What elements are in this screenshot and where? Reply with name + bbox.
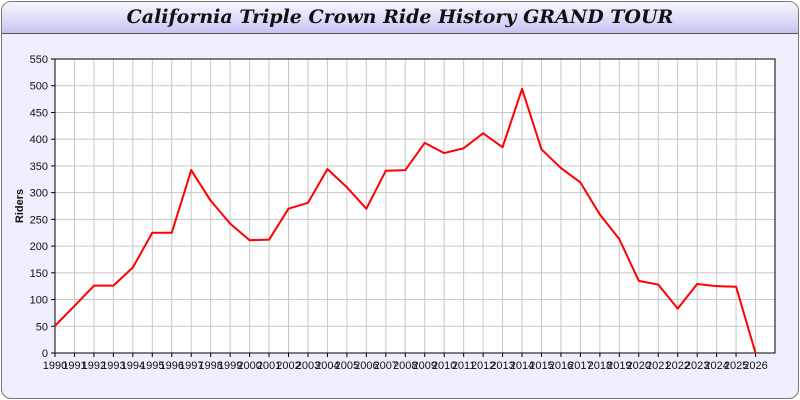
data-point xyxy=(501,146,504,149)
data-point xyxy=(112,284,115,287)
data-point xyxy=(540,148,543,151)
x-tick-label: 2003 xyxy=(296,360,320,372)
data-point xyxy=(559,167,562,170)
data-point xyxy=(423,141,426,144)
series xyxy=(54,87,757,354)
data-point xyxy=(735,285,738,288)
data-point xyxy=(268,238,271,241)
x-tick-label: 2002 xyxy=(276,360,300,372)
data-point xyxy=(345,186,348,189)
data-point xyxy=(170,231,173,234)
x-tick-label: 2023 xyxy=(685,360,709,372)
x-tick-label: 2016 xyxy=(549,360,573,372)
x-tick-label: 2004 xyxy=(315,360,339,372)
data-point xyxy=(598,213,601,216)
y-tick-label: 150 xyxy=(30,268,48,280)
x-tick-label: 1996 xyxy=(160,360,184,372)
x-tick-label: 2015 xyxy=(529,360,553,372)
data-point xyxy=(618,238,621,241)
data-point xyxy=(190,169,193,172)
data-point xyxy=(443,152,446,155)
data-point xyxy=(521,87,524,90)
x-tick-label: 1990 xyxy=(43,360,67,372)
y-tick-label: 100 xyxy=(30,295,48,307)
data-point xyxy=(287,207,290,210)
data-point xyxy=(404,169,407,172)
title-bar: California Triple Crown Ride History GRA… xyxy=(2,2,798,34)
x-tick-label: 1998 xyxy=(198,360,222,372)
x-tick-label: 1991 xyxy=(62,360,86,372)
x-tick-label: 1997 xyxy=(179,360,203,372)
data-point xyxy=(229,222,232,225)
y-axis-label: Riders xyxy=(14,189,26,223)
x-tick-label: 2000 xyxy=(237,360,261,372)
data-point xyxy=(248,239,251,242)
x-tick-label: 2022 xyxy=(665,360,689,372)
x-tick-label: 1994 xyxy=(121,360,145,372)
data-point xyxy=(384,169,387,172)
x-tick-label: 2010 xyxy=(432,360,456,372)
x-tick-label: 2026 xyxy=(743,360,767,372)
data-point xyxy=(715,285,718,288)
x-tick-label: 2011 xyxy=(452,360,476,372)
data-point xyxy=(365,207,368,210)
y-tick-label: 350 xyxy=(30,161,48,173)
x-tick-label: 2021 xyxy=(646,360,670,372)
x-tick-label: 2012 xyxy=(471,360,495,372)
data-point xyxy=(92,284,95,287)
data-point xyxy=(637,279,640,282)
y-tick-label: 300 xyxy=(30,188,48,200)
data-point xyxy=(73,304,76,307)
y-tick-label: 0 xyxy=(42,348,48,360)
data-point xyxy=(579,181,582,184)
data-point xyxy=(676,307,679,310)
plot-area xyxy=(55,59,775,353)
data-point xyxy=(326,168,329,171)
tick-labels: 1990199119921993199419951996199719981999… xyxy=(30,54,768,372)
y-tick-label: 200 xyxy=(30,241,48,253)
x-tick-label: 2020 xyxy=(627,360,651,372)
data-point xyxy=(696,283,699,286)
chart-title: California Triple Crown Ride History GRA… xyxy=(126,6,674,28)
x-tick-label: 2008 xyxy=(393,360,417,372)
y-tick-label: 50 xyxy=(36,321,48,333)
x-tick-label: 1992 xyxy=(82,360,106,372)
data-point xyxy=(151,231,154,234)
data-point xyxy=(754,352,757,354)
x-tick-label: 2007 xyxy=(374,360,398,372)
data-point xyxy=(306,201,309,204)
x-tick-label: 2024 xyxy=(704,360,728,372)
x-tick-label: 2009 xyxy=(412,360,436,372)
y-tick-label: 500 xyxy=(30,81,48,93)
data-point xyxy=(462,147,465,150)
y-tick-label: 250 xyxy=(30,214,48,226)
x-tick-label: 2013 xyxy=(490,360,514,372)
x-tick-label: 2025 xyxy=(724,360,748,372)
x-tick-label: 2014 xyxy=(510,360,534,372)
x-tick-label: 2006 xyxy=(354,360,378,372)
axes xyxy=(51,58,776,357)
x-tick-label: 2017 xyxy=(568,360,592,372)
data-point xyxy=(209,199,212,202)
data-point xyxy=(131,266,134,269)
x-tick-label: 1995 xyxy=(140,360,164,372)
y-tick-label: 450 xyxy=(30,107,48,119)
x-tick-label: 2019 xyxy=(607,360,631,372)
data-point xyxy=(657,283,660,286)
x-tick-label: 2001 xyxy=(257,360,281,372)
x-tick-label: 1993 xyxy=(101,360,125,372)
data-point xyxy=(482,132,485,135)
x-tick-label: 1999 xyxy=(218,360,242,372)
plot-border xyxy=(54,58,776,354)
data-point xyxy=(54,324,56,327)
y-tick-label: 550 xyxy=(30,54,48,66)
y-tick-label: 400 xyxy=(30,134,48,146)
x-tick-label: 2018 xyxy=(588,360,612,372)
x-tick-label: 2005 xyxy=(335,360,359,372)
